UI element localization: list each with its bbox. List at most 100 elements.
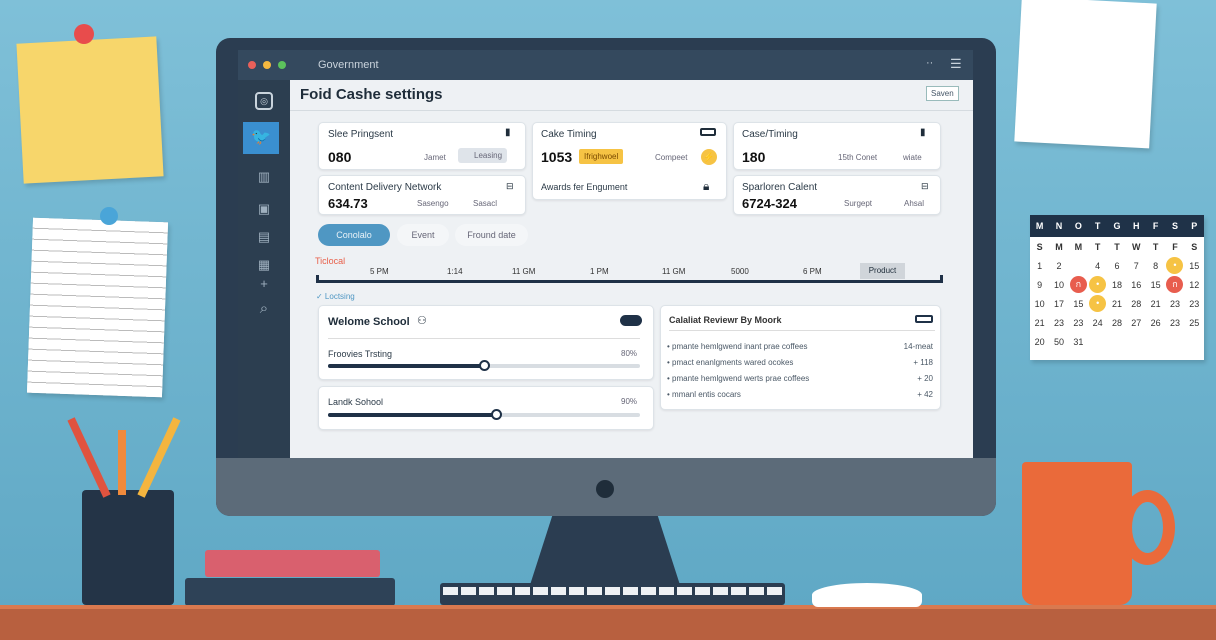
card-title: Case/Timing <box>742 129 798 140</box>
calendar-day: 23 <box>1169 317 1180 328</box>
slider-handle[interactable] <box>491 409 503 420</box>
pencil-icon <box>67 417 111 498</box>
divider <box>290 110 973 111</box>
timeline-tick[interactable]: 5000 <box>731 267 749 276</box>
book-stack <box>185 578 395 606</box>
calendar-day: 23 <box>1169 298 1180 309</box>
progress-fill <box>328 364 484 368</box>
timeline-tick[interactable]: 11 GM <box>662 267 686 276</box>
card-title: Slee Pringsent <box>328 129 394 140</box>
calendar-weekday: T <box>1094 241 1101 252</box>
calendar-weekday: M <box>1074 241 1083 252</box>
battery-icon <box>700 128 716 136</box>
minimize-button[interactable] <box>263 61 271 69</box>
progress-slider[interactable] <box>328 360 640 371</box>
monitor-stand <box>530 515 680 585</box>
clipboard-icon[interactable]: ▦ <box>257 257 271 272</box>
calendar-weekday: T <box>1114 241 1120 252</box>
card-icon[interactable]: ▤ <box>257 229 271 244</box>
list-item[interactable]: • pmante hemlgwend inant prae coffees 14-… <box>667 342 933 358</box>
timeline-tick[interactable]: 11 GM <box>512 267 536 276</box>
stat-card[interactable]: Case/Timing ▮ 180 15th Conet wiate <box>733 122 941 170</box>
calendar-day: 6 <box>1114 260 1120 271</box>
twitter-icon[interactable]: 🐦 <box>243 122 279 154</box>
timeline-tick[interactable]: 6 PM <box>803 267 822 276</box>
card-badge: wiate <box>903 153 922 162</box>
toggle-switch[interactable] <box>620 315 642 326</box>
calendar-header-cell: P <box>1191 221 1198 231</box>
calendar-weekday: S <box>1036 241 1043 252</box>
item-text: • pmact enanlgments wared ocokes <box>667 358 794 367</box>
stat-card[interactable]: Cake Timing 1053 Ifrighwoel Compeet ⚡ Aw… <box>532 122 727 200</box>
item-text: • pmante hemlgwend werts prae coffees <box>667 374 810 383</box>
trash-icon[interactable]: ▥ <box>257 169 271 184</box>
close-button[interactable] <box>248 61 256 69</box>
desk <box>0 605 1216 640</box>
hamburger-icon[interactable]: ☰ <box>950 56 962 71</box>
save-icon[interactable]: ▣ <box>257 201 271 216</box>
timeline-active-tab[interactable]: Product <box>860 263 905 279</box>
tab-fround-date[interactable]: Fround date <box>455 224 528 246</box>
pencil-icon <box>118 430 126 495</box>
list-item[interactable]: • pmante hemlgwend werts prae coffees + 2… <box>667 374 933 390</box>
timeline-tick[interactable]: 1 PM <box>590 267 609 276</box>
calendar-day: 23 <box>1053 317 1064 328</box>
chat-icon[interactable]: ⊟ <box>921 181 929 191</box>
progress-value: 80% <box>621 349 638 358</box>
power-button[interactable] <box>596 480 614 498</box>
tab-conolalo[interactable]: Conolalo <box>318 224 390 246</box>
instagram-icon[interactable]: ◎ <box>255 92 273 110</box>
list-item[interactable]: • mmanl entis cocars + 42 <box>667 390 933 406</box>
list-item[interactable]: • pmact enanlgments wared ocokes + 118 <box>667 358 933 374</box>
progress-slider[interactable] <box>328 409 640 420</box>
calendar-header-cell: O <box>1074 221 1082 231</box>
calendar-day: 21 <box>1150 298 1161 309</box>
mug-handle <box>1120 490 1175 565</box>
calendar-day: 9 <box>1037 279 1043 290</box>
save-button[interactable]: Saven <box>926 86 959 101</box>
timeline-tick[interactable]: 1:14 <box>447 267 463 276</box>
search-icon[interactable]: ⌕ <box>259 300 269 317</box>
bookmark-icon[interactable]: ▮ <box>505 127 511 138</box>
card-highlight: Ifrighwoel <box>579 149 624 164</box>
panel-title: Welome School <box>328 316 410 328</box>
stat-card[interactable]: Content Delivery Network ⊟ 634.73 Saseng… <box>318 175 526 215</box>
calendar-day: 50 <box>1053 336 1064 347</box>
progress-label: Froovies Trsting <box>328 349 393 359</box>
maximize-button[interactable] <box>278 61 286 69</box>
card-badge: Ahsal <box>904 199 925 208</box>
calendar-day: 15 <box>1073 298 1084 309</box>
calendar-day: • <box>1089 295 1107 312</box>
card-meta: 15th Conet <box>838 153 878 162</box>
more-icon[interactable]: ·· <box>926 57 934 69</box>
card-meta: Compeet <box>655 153 688 162</box>
calendar-day: 18 <box>1111 279 1122 290</box>
progress-label: Landk Sohool <box>328 397 384 407</box>
calendar-day: 24 <box>1092 317 1103 328</box>
card-badge[interactable]: Leasing <box>458 148 508 163</box>
tab-event[interactable]: Event <box>397 224 449 246</box>
card-meta: Sasengo <box>417 199 449 208</box>
item-value: + 20 <box>917 374 933 383</box>
stat-card[interactable]: Slee Pringsent ▮ 080 Jamet Leasing <box>318 122 526 170</box>
pin-icon <box>74 24 94 44</box>
slider-handle[interactable] <box>479 360 490 371</box>
calendar-header-cell: T <box>1094 221 1101 231</box>
card-title: Cake Timing <box>541 129 597 140</box>
battery-icon <box>915 315 933 323</box>
timeline-tick[interactable]: 5 PM <box>370 267 389 276</box>
calendar-weekday: S <box>1191 241 1198 252</box>
calendar-day: 28 <box>1131 298 1142 309</box>
plus-icon[interactable]: + <box>260 276 268 291</box>
calendar-day: 12 <box>1189 279 1200 290</box>
bookmark-icon[interactable]: ▮ <box>920 127 926 138</box>
timeline-bar[interactable] <box>316 275 943 283</box>
calendar-header-cell: M <box>1035 221 1044 231</box>
panel-title: Calaliat Reviewr By Moork <box>669 315 782 325</box>
school-panel: Welome School ⚇ Froovies Trsting 80% <box>318 305 654 380</box>
chat-icon[interactable]: ⊟ <box>506 181 514 191</box>
divider <box>669 330 935 331</box>
stat-card[interactable]: Sparloren Calent ⊟ 6724-324 Surgept Ahsa… <box>733 175 941 215</box>
status-label: ✓ Loctsing <box>316 292 355 301</box>
card-value: 180 <box>742 149 766 165</box>
